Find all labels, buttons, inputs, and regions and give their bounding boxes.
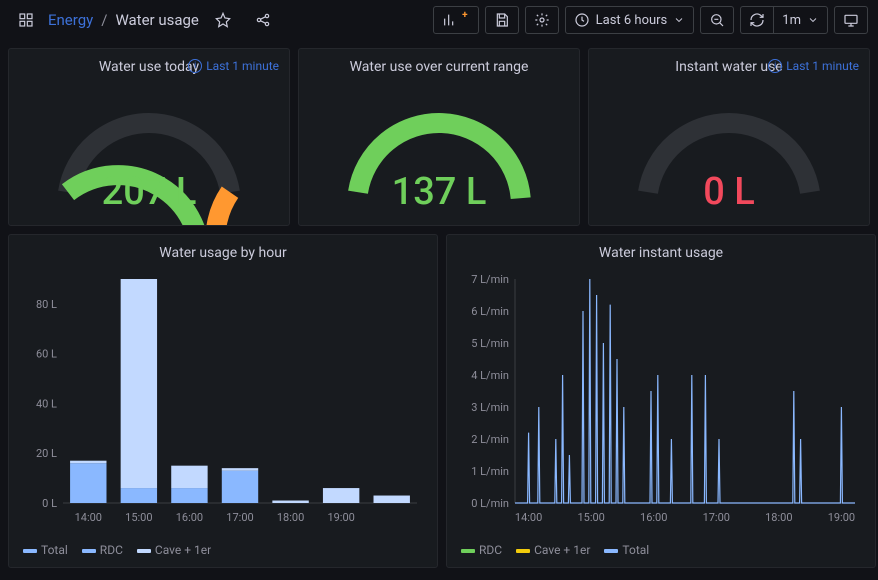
svg-text:14:00: 14:00 bbox=[515, 511, 542, 524]
breadcrumb-sep: / bbox=[101, 11, 107, 29]
svg-text:18:00: 18:00 bbox=[277, 511, 304, 524]
svg-text:2 L/min: 2 L/min bbox=[471, 433, 509, 446]
legend-item[interactable]: RDC bbox=[461, 543, 502, 557]
panel-title: Instant water useiLast 1 minute bbox=[589, 49, 869, 79]
gauge-value: 137 L bbox=[392, 173, 487, 211]
svg-text:19:00: 19:00 bbox=[828, 511, 855, 524]
svg-text:18:00: 18:00 bbox=[765, 511, 792, 524]
svg-text:19:00: 19:00 bbox=[327, 511, 354, 524]
legend-item[interactable]: Total bbox=[604, 543, 649, 557]
page-title: Water usage bbox=[115, 11, 198, 29]
bar-legend: Total RDC Cave + 1er bbox=[9, 541, 437, 567]
svg-text:15:00: 15:00 bbox=[125, 511, 152, 524]
dashboard-toolbar: Energy / Water usage + Last 6 hours bbox=[0, 0, 878, 40]
star-icon[interactable] bbox=[207, 6, 239, 34]
svg-text:6 L/min: 6 L/min bbox=[471, 305, 509, 318]
panel-title: Water use todayiLast 1 minute bbox=[9, 49, 289, 79]
panel-title: Water usage by hour bbox=[9, 235, 437, 265]
line-chart: 0 L/min 1 L/min 2 L/min 3 L/min 4 L/min 5 L/m… bbox=[461, 273, 861, 527]
breadcrumb: Energy / Water usage bbox=[48, 6, 427, 34]
bar-chart: 0 L 20 L 40 L 60 L 80 L 14:00 15:00 16:00 17:00 1… bbox=[23, 273, 423, 527]
gauge-value: 0 L bbox=[703, 173, 755, 211]
time-badge: iLast 1 minute bbox=[188, 59, 279, 73]
share-icon[interactable] bbox=[247, 6, 279, 34]
breadcrumb-root[interactable]: Energy bbox=[48, 11, 93, 29]
svg-text:7 L/min: 7 L/min bbox=[471, 273, 509, 286]
svg-text:0 L/min: 0 L/min bbox=[471, 497, 509, 510]
legend-item[interactable]: Total bbox=[23, 543, 68, 557]
svg-text:14:00: 14:00 bbox=[75, 511, 102, 524]
svg-text:20 L: 20 L bbox=[36, 447, 57, 460]
cycle-view-button[interactable] bbox=[834, 6, 868, 34]
panel-line-chart: Water instant usage 0 L/min 1 L/min 2 L/mi… bbox=[446, 234, 876, 568]
svg-text:5 L/min: 5 L/min bbox=[471, 337, 509, 350]
gauge: 0 L bbox=[589, 79, 869, 225]
svg-text:80 L: 80 L bbox=[36, 298, 57, 311]
settings-button[interactable] bbox=[525, 6, 559, 34]
svg-text:16:00: 16:00 bbox=[640, 511, 667, 524]
toolbar-right: + Last 6 hours 1m bbox=[433, 6, 868, 34]
add-panel-button[interactable]: + bbox=[433, 6, 478, 34]
svg-text:40 L: 40 L bbox=[36, 397, 57, 410]
line-legend: RDC Cave + 1er Total bbox=[447, 541, 875, 567]
svg-text:60 L: 60 L bbox=[36, 348, 57, 361]
legend-item[interactable]: Cave + 1er bbox=[516, 543, 590, 557]
svg-text:1 L/min: 1 L/min bbox=[471, 465, 509, 478]
save-button[interactable] bbox=[485, 6, 519, 34]
apps-icon[interactable] bbox=[10, 6, 42, 34]
legend-item[interactable]: RDC bbox=[82, 543, 123, 557]
panel-gauge: Water use todayiLast 1 minute 207 L bbox=[8, 48, 290, 226]
panel-gauge: Water use over current range 137 L bbox=[298, 48, 580, 226]
panel-title: Water instant usage bbox=[447, 235, 875, 265]
refresh-interval-picker[interactable]: 1m bbox=[773, 6, 828, 34]
svg-text:15:00: 15:00 bbox=[577, 511, 604, 524]
gauge: 137 L bbox=[299, 79, 579, 225]
zoom-out-button[interactable] bbox=[700, 6, 734, 34]
legend-item[interactable]: Cave + 1er bbox=[137, 543, 211, 557]
refresh-interval-label: 1m bbox=[782, 13, 801, 28]
svg-text:16:00: 16:00 bbox=[176, 511, 203, 524]
svg-text:17:00: 17:00 bbox=[226, 511, 253, 524]
time-badge: iLast 1 minute bbox=[768, 59, 859, 73]
svg-text:0 L: 0 L bbox=[42, 497, 57, 510]
time-range-picker[interactable]: Last 6 hours bbox=[565, 6, 695, 34]
gauge-row: Water use todayiLast 1 minute207 LWater … bbox=[0, 40, 878, 234]
time-range-label: Last 6 hours bbox=[596, 13, 668, 28]
svg-text:17:00: 17:00 bbox=[703, 511, 730, 524]
gauge-value: 207 L bbox=[102, 173, 197, 211]
panel-bar-chart: Water usage by hour 0 L 20 L 40 L 60 L 80 L 1… bbox=[8, 234, 438, 568]
panel-gauge: Instant water useiLast 1 minute 0 L bbox=[588, 48, 870, 226]
gauge: 207 L bbox=[9, 79, 289, 225]
chart-row: Water usage by hour 0 L 20 L 40 L 60 L 80 L 1… bbox=[0, 234, 878, 576]
svg-text:4 L/min: 4 L/min bbox=[471, 369, 509, 382]
panel-title: Water use over current range bbox=[299, 49, 579, 79]
refresh-button[interactable] bbox=[740, 6, 773, 34]
svg-text:3 L/min: 3 L/min bbox=[471, 401, 509, 414]
